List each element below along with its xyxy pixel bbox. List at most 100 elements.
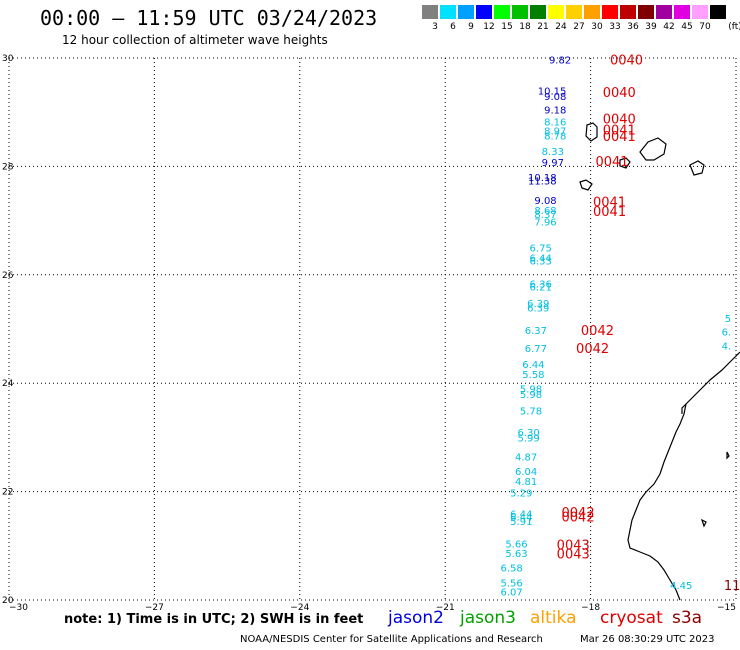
legend-label: 36 bbox=[627, 22, 639, 32]
wave-height-value: 6.44 bbox=[522, 360, 544, 371]
island-la-palma bbox=[585, 122, 598, 142]
mission-label: cryosat bbox=[600, 608, 663, 628]
mission-label: jason3 bbox=[460, 608, 516, 628]
pass-time-label: 0042 bbox=[581, 324, 614, 339]
wave-height-value: 5.78 bbox=[520, 406, 542, 417]
lon-tick-label: −24 bbox=[290, 603, 309, 613]
wave-height-value: 8.33 bbox=[542, 147, 564, 158]
wave-height-value: 4.81 bbox=[515, 477, 537, 488]
pass-time-label: 0042 bbox=[576, 342, 609, 357]
wave-height-value: 6.33 bbox=[530, 257, 552, 268]
legend-label: 24 bbox=[555, 22, 567, 32]
wave-height-value: 9.97 bbox=[542, 158, 564, 169]
legend-swatch bbox=[548, 5, 564, 19]
coast-islet bbox=[700, 518, 707, 528]
wave-height-value: 6.30 bbox=[517, 428, 539, 439]
wave-height-value: 5.91 bbox=[510, 517, 532, 528]
map-subtitle: 12 hour collection of altimeter wave hei… bbox=[62, 33, 328, 47]
wave-height-value: 8.78 bbox=[544, 132, 566, 143]
legend-label: 45 bbox=[681, 22, 693, 32]
legend-swatch bbox=[674, 5, 690, 19]
lat-tick-label: 24 bbox=[2, 379, 14, 389]
lon-tick-label: −21 bbox=[436, 603, 455, 613]
legend-unit: (ft) bbox=[728, 22, 740, 32]
island-tenerife bbox=[639, 137, 667, 161]
wave-height-value: 11.38 bbox=[528, 176, 557, 187]
legend-swatch bbox=[494, 5, 510, 19]
island-gran-canaria bbox=[689, 160, 705, 176]
legend-swatch bbox=[458, 5, 474, 19]
wave-height-value: 10.15 bbox=[538, 87, 567, 98]
legend-swatch bbox=[620, 5, 636, 19]
lon-tick-label: −30 bbox=[9, 603, 28, 613]
wave-height-value: 4.87 bbox=[515, 452, 537, 463]
wave-height-value: 9.18 bbox=[544, 105, 566, 116]
coast-detail bbox=[681, 403, 687, 414]
legend-swatch bbox=[566, 5, 582, 19]
wave-height-value: 5.99 bbox=[517, 433, 539, 444]
wave-height-value: 6.77 bbox=[525, 344, 547, 355]
legend-label: 3 bbox=[432, 22, 438, 32]
legend-label: 9 bbox=[468, 22, 474, 32]
legend-swatch bbox=[710, 5, 726, 19]
legend-swatch bbox=[602, 5, 618, 19]
coast-islet-2 bbox=[726, 451, 730, 460]
wave-height-value: 6.44 bbox=[510, 509, 532, 520]
pass-time-label: 0041 bbox=[595, 155, 628, 170]
wave-height-value: 6.21 bbox=[530, 283, 552, 294]
pass-time-label: 0042 bbox=[562, 511, 595, 526]
lat-tick-label: 22 bbox=[2, 488, 13, 498]
credit-text: NOAA/NESDIS Center for Satellite Applica… bbox=[240, 634, 543, 645]
pass-time-label: 0042 bbox=[562, 506, 595, 521]
wave-height-value: 9.82 bbox=[549, 56, 571, 67]
wave-height-value: 5 bbox=[725, 314, 731, 325]
footer-note: note: 1) Time is in UTC; 2) SWH is in fe… bbox=[64, 612, 364, 627]
wave-height-value: 6.58 bbox=[500, 563, 522, 574]
lat-tick-label: 30 bbox=[2, 54, 14, 64]
pass-time-label: 0041 bbox=[603, 124, 636, 139]
wave-height-value: 9.08 bbox=[534, 196, 556, 207]
legend-swatch bbox=[440, 5, 456, 19]
map-title: 00:00 – 11:59 UTC 03/24/2023 bbox=[40, 6, 378, 30]
lon-tick-label: −18 bbox=[581, 603, 600, 613]
legend-label: 70 bbox=[699, 22, 711, 32]
wave-height-value: 9.08 bbox=[544, 92, 566, 103]
wave-height-value: 6.07 bbox=[500, 587, 522, 598]
pass-time-label: 0041 bbox=[603, 130, 636, 145]
wave-height-value: 8.37 bbox=[534, 210, 556, 221]
legend-swatch bbox=[422, 5, 438, 19]
wave-height-value: 5.66 bbox=[505, 540, 527, 551]
legend-swatch bbox=[638, 5, 654, 19]
wave-height-value: 4. bbox=[722, 341, 732, 352]
wave-height-value: 6.44 bbox=[510, 513, 532, 524]
wave-height-value: 5.56 bbox=[500, 579, 522, 590]
lon-tick-label: −27 bbox=[145, 603, 164, 613]
time-labels-layer: 0040004000400041004100410041004100420042… bbox=[557, 54, 740, 594]
legend-label: 42 bbox=[663, 22, 675, 32]
wave-height-value: 10.18 bbox=[528, 173, 557, 184]
wave-height-value: 8.16 bbox=[544, 117, 566, 128]
wave-height-value: 5.29 bbox=[510, 489, 532, 500]
wave-height-value: 6.39 bbox=[527, 303, 549, 314]
legend-label: 12 bbox=[483, 22, 495, 32]
pass-time-label: 0040 bbox=[610, 54, 643, 69]
generated-timestamp: Mar 26 08:30:29 UTC 2023 bbox=[580, 634, 715, 645]
mission-label: jason2 bbox=[388, 608, 444, 628]
wave-height-value: 6. bbox=[722, 328, 732, 339]
coastline bbox=[579, 122, 740, 601]
wave-height-value: 4.45 bbox=[670, 581, 692, 592]
legend-swatch bbox=[512, 5, 528, 19]
wave-height-value: 6.04 bbox=[515, 467, 537, 478]
mission-label: s3a bbox=[672, 608, 703, 628]
lat-lon-grid: 30 28 26 24 22 20−30 −27 −24 −21 −18 −15 bbox=[2, 54, 737, 613]
wave-height-value: 6.36 bbox=[530, 279, 552, 290]
wave-height-value: 8.68 bbox=[534, 206, 556, 217]
wave-height-value: 5.98 bbox=[520, 385, 542, 396]
legend-swatch bbox=[656, 5, 672, 19]
observations-layer: 9.8210.159.089.188.168.978.788.339.9710.… bbox=[500, 56, 731, 599]
pass-time-label: 0041 bbox=[593, 205, 626, 220]
legend-swatch bbox=[692, 5, 708, 19]
pass-time-label: 0040 bbox=[603, 86, 636, 101]
legend-label: 15 bbox=[501, 22, 513, 32]
